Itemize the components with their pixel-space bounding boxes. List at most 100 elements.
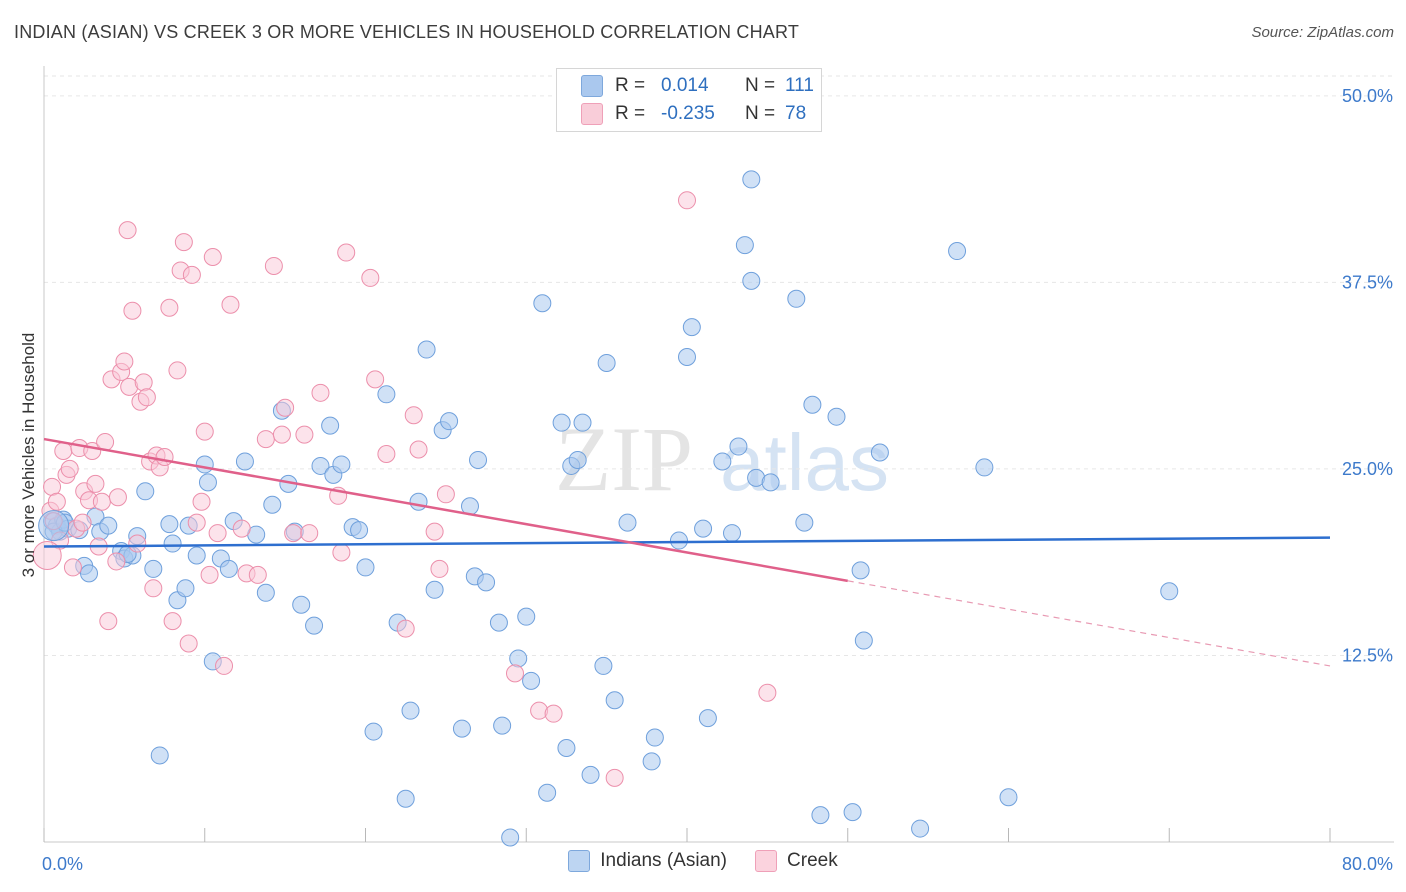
- stats-row-indians: R = 0.014 N = 111: [581, 75, 814, 97]
- data-point: [568, 450, 587, 469]
- y-tick-labels: 12.5% 25.0% 37.5% 50.0%: [1342, 86, 1393, 666]
- data-point: [221, 295, 240, 314]
- data-point: [538, 783, 557, 802]
- data-point: [489, 613, 508, 632]
- x-tick-label: 0.0%: [42, 854, 83, 874]
- y-tick-label: 25.0%: [1342, 459, 1393, 479]
- data-point: [573, 413, 592, 432]
- y-tick-label: 12.5%: [1342, 645, 1393, 665]
- data-point: [493, 716, 512, 735]
- data-point: [430, 559, 449, 578]
- data-point: [256, 583, 275, 602]
- data-point: [803, 395, 822, 414]
- data-point: [713, 452, 732, 471]
- data-point: [377, 445, 396, 463]
- data-point: [187, 546, 206, 565]
- data-point: [761, 473, 780, 492]
- y-axis-label: 3 or more Vehicles in Household: [19, 333, 38, 578]
- chart-title: INDIAN (ASIAN) VS CREEK 3 OR MORE VEHICL…: [14, 22, 800, 42]
- data-point: [530, 701, 549, 720]
- data-point: [742, 271, 761, 290]
- data-point: [192, 492, 211, 511]
- legend: Indians (Asian) Creek: [0, 850, 1406, 872]
- data-point: [160, 298, 179, 317]
- data-point: [73, 513, 92, 532]
- data-point: [361, 268, 380, 287]
- data-point: [440, 412, 459, 431]
- n-value-creek: 78: [785, 103, 807, 124]
- data-point: [557, 738, 576, 757]
- r-label: R =: [615, 103, 646, 124]
- data-point: [311, 383, 330, 402]
- r-value-creek: -0.235: [661, 103, 715, 124]
- data-point: [618, 513, 637, 532]
- data-point: [698, 709, 717, 728]
- n-value-indians: 111: [785, 75, 814, 96]
- data-point: [248, 565, 267, 584]
- data-point: [128, 534, 147, 553]
- data-point: [195, 455, 214, 474]
- data-point: [811, 806, 830, 825]
- data-point: [597, 353, 616, 372]
- legend-item-creek[interactable]: Creek: [755, 850, 838, 872]
- data-point: [163, 612, 182, 631]
- x-tick-label: 80.0%: [1342, 854, 1393, 874]
- data-point: [256, 430, 275, 449]
- data-point: [645, 728, 664, 747]
- data-point: [92, 492, 111, 511]
- data-point: [425, 580, 444, 599]
- data-point: [195, 422, 214, 441]
- data-point: [854, 631, 873, 650]
- data-point: [144, 579, 163, 598]
- data-point: [350, 521, 369, 540]
- data-point: [827, 407, 846, 426]
- data-point: [401, 701, 420, 720]
- data-point: [32, 540, 62, 570]
- data-point: [337, 243, 356, 262]
- data-point: [187, 513, 206, 532]
- data-point: [118, 221, 137, 240]
- data-point: [581, 765, 600, 784]
- data-point: [215, 656, 234, 675]
- trend-line-indians: [43, 536, 1331, 548]
- data-point: [123, 301, 142, 320]
- data-point: [669, 531, 688, 550]
- data-point: [284, 524, 303, 543]
- data-point: [155, 447, 174, 466]
- data-point: [60, 459, 79, 478]
- data-point: [136, 482, 155, 501]
- data-point: [425, 522, 444, 541]
- data-point: [264, 256, 283, 275]
- n-label: N =: [745, 75, 776, 96]
- data-point: [163, 534, 182, 553]
- data-point: [300, 524, 319, 543]
- x-tick-labels: 0.0% 80.0%: [42, 854, 1393, 874]
- watermark-atlas: atlas: [720, 418, 889, 507]
- data-point: [544, 704, 563, 723]
- data-point: [787, 289, 806, 308]
- data-point: [522, 671, 541, 690]
- legend-item-indians[interactable]: Indians (Asian): [568, 850, 727, 872]
- data-point: [682, 318, 701, 337]
- data-point: [144, 559, 163, 578]
- r-value-indians: 0.014: [661, 75, 709, 96]
- data-point: [417, 340, 436, 359]
- legend-swatch-creek: [755, 850, 778, 872]
- data-point: [843, 803, 862, 822]
- data-point: [134, 373, 153, 392]
- n-label: N =: [745, 103, 776, 124]
- legend-label-indians: Indians (Asian): [600, 850, 728, 871]
- stats-swatch-indians: [581, 75, 603, 97]
- data-point: [99, 516, 118, 535]
- data-point: [80, 564, 99, 583]
- data-point: [150, 746, 169, 765]
- data-point: [723, 524, 742, 543]
- data-point: [452, 719, 471, 738]
- data-point: [305, 616, 324, 635]
- data-point: [533, 294, 552, 313]
- data-point: [377, 385, 396, 404]
- data-point: [729, 437, 748, 456]
- data-point: [160, 515, 179, 534]
- data-point: [404, 406, 423, 425]
